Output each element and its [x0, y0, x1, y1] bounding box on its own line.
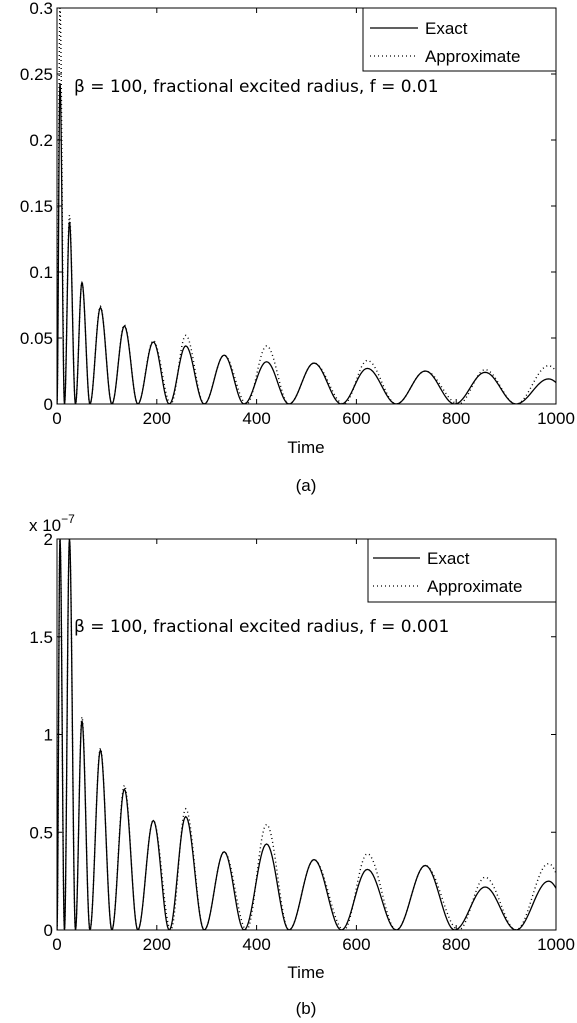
- y-tick-label-a: 0.15: [20, 197, 53, 216]
- y-tick-label-a: 0.25: [20, 65, 53, 84]
- x-tick-label-b: 200: [143, 935, 171, 954]
- y-exponent-base-b: x 10: [29, 516, 61, 535]
- y-tick-label-b: 2: [44, 530, 53, 549]
- series-line-exact-a: [57, 83, 556, 404]
- y-exponent-label-b: x 10−7: [29, 512, 75, 535]
- x-tick-label-a: 400: [242, 409, 270, 428]
- plot-area-a: [57, 8, 556, 404]
- y-tick-label-a: 0.1: [29, 263, 53, 282]
- ticks-a: 0 200 400 600 800 1000 0 0.05 0.1 0.15 0.2 0.25 0.3: [20, 0, 575, 428]
- x-axis-label-a: Time: [287, 438, 324, 457]
- y-tick-label-b: 0: [44, 921, 53, 940]
- series-line-exact-b: [57, 539, 556, 930]
- panel-a: 0 200 400 600 800 100000.050.10.150.20.250.3 …: [20, 0, 575, 495]
- x-axis-label-b: Time: [287, 963, 324, 982]
- y-tick-label-a: 0: [44, 395, 53, 414]
- panel-b: 0 200 400 600 800 1000 0 0.5 1 1.5 2 x 10−7 β = 10…: [29, 512, 575, 1018]
- x-tick-label-b: 800: [442, 935, 470, 954]
- ticks-b: 0 200 400 600 800 1000 0 0.5 1 1.5 2: [29, 530, 575, 954]
- y-tick-label-b: 1: [44, 726, 53, 745]
- x-tick-label-a: 800: [442, 409, 470, 428]
- y-tick-label-a: 0.2: [29, 131, 53, 150]
- legend-a: Exact Approximate: [362, 7, 557, 72]
- annotation-a: β = 100, fractional excited radius, f = …: [74, 77, 439, 97]
- annotation-b: β = 100, fractional excited radius, f = …: [74, 617, 449, 637]
- legend-label-exact-b: Exact: [427, 549, 470, 568]
- panel-label-b: (b): [296, 999, 317, 1018]
- legend-label-approx-b: Approximate: [427, 577, 522, 596]
- x-tick-label-a: 0: [52, 409, 61, 428]
- y-exponent-power-b: −7: [61, 512, 75, 526]
- x-tick-label-a: 1000: [537, 409, 575, 428]
- plot-area-b: [57, 539, 556, 930]
- x-tick-label-b: 400: [242, 935, 270, 954]
- x-tick-label-b: 600: [342, 935, 370, 954]
- y-tick-label-b: 1.5: [29, 628, 53, 647]
- legend-label-exact-a: Exact: [425, 19, 468, 38]
- legend-box-b: [367, 538, 557, 603]
- x-tick-label-a: 200: [143, 409, 171, 428]
- y-tick-label-a: 0.05: [20, 329, 53, 348]
- x-tick-label-b: 0: [52, 935, 61, 954]
- y-tick-label-a: 0.3: [29, 0, 53, 18]
- x-tick-label-b: 1000: [537, 935, 575, 954]
- x-tick-label-a: 600: [342, 409, 370, 428]
- panel-label-a: (a): [296, 476, 317, 495]
- legend-label-approx-a: Approximate: [425, 47, 520, 66]
- legend-box-a: [362, 7, 557, 72]
- legend-b: Exact Approximate: [367, 538, 557, 603]
- y-tick-label-b: 0.5: [29, 823, 53, 842]
